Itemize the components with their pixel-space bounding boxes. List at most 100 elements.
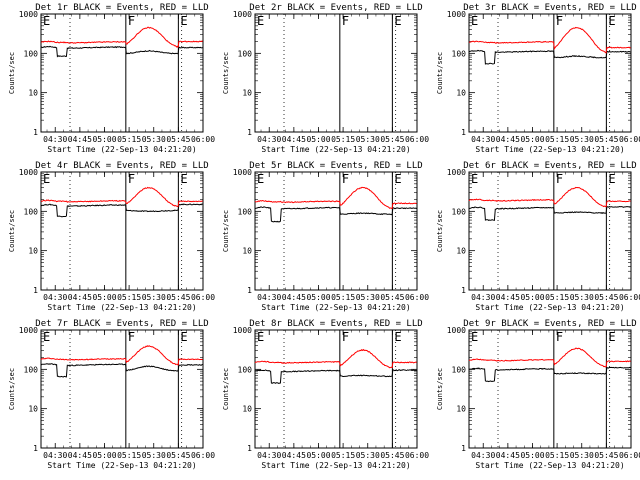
y-tick-label: 1 bbox=[247, 286, 252, 295]
section-label: E bbox=[180, 330, 187, 344]
y-tick-label: 100 bbox=[452, 365, 467, 374]
x-axis-label: Start Time (22-Sep-13 04:21:20) bbox=[475, 303, 624, 312]
section-label: E bbox=[257, 172, 264, 186]
y-tick-label: 1 bbox=[461, 444, 466, 453]
events-series-line bbox=[40, 363, 203, 378]
section-label: E bbox=[394, 172, 401, 186]
x-tick-label: 04:45 bbox=[282, 451, 306, 460]
plot-frame bbox=[40, 329, 204, 449]
plot-frame bbox=[40, 13, 204, 133]
events-series-line bbox=[40, 45, 203, 58]
x-tick-label: 04:30 bbox=[43, 293, 67, 302]
panel-det-9: Det 9r BLACK = Events, RED = LLD 1 10 100 10… bbox=[436, 319, 640, 470]
x-tick-label: 04:45 bbox=[282, 293, 306, 302]
lld-series-line bbox=[254, 348, 417, 369]
y-tick-label: 10 bbox=[456, 405, 466, 414]
section-label: E bbox=[43, 330, 50, 344]
panel-title: Det 4r BLACK = Events, RED = LLD bbox=[35, 161, 208, 171]
y-tick-label: 1 bbox=[33, 128, 38, 137]
section-label: E bbox=[608, 172, 615, 186]
y-axis-label: Counts/sec bbox=[222, 210, 230, 252]
x-tick-label: 05:00 bbox=[520, 451, 544, 460]
x-tick-label: 05:45 bbox=[594, 451, 618, 460]
x-axis-label: Start Time (22-Sep-13 04:21:20) bbox=[261, 145, 410, 154]
x-tick-label: 04:45 bbox=[282, 135, 306, 144]
x-tick-label: 05:15 bbox=[331, 135, 355, 144]
panel-det-6: Det 6r BLACK = Events, RED = LLD 1 10 100 10… bbox=[436, 161, 640, 312]
panel-det-1: Det 1r BLACK = Events, RED = LLD 1 10 100 10… bbox=[8, 3, 215, 154]
x-tick-label: 05:30 bbox=[570, 293, 594, 302]
y-tick-label: 1 bbox=[33, 286, 38, 295]
y-tick-label: 10 bbox=[456, 247, 466, 256]
x-tick-label: 04:30 bbox=[471, 293, 495, 302]
x-tick-label: 05:00 bbox=[92, 451, 116, 460]
y-tick-label: 1 bbox=[33, 444, 38, 453]
y-tick-label: 1000 bbox=[19, 10, 38, 19]
x-tick-label: 05:30 bbox=[142, 451, 166, 460]
y-tick-label: 10 bbox=[242, 405, 252, 414]
x-tick-label: 05:30 bbox=[570, 135, 594, 144]
section-label: E bbox=[608, 330, 615, 344]
y-tick-label: 1000 bbox=[447, 326, 466, 335]
panel-det-3: Det 3r BLACK = Events, RED = LLD 1 10 100 10… bbox=[436, 3, 640, 154]
section-label: F bbox=[128, 172, 135, 186]
x-axis-label: Start Time (22-Sep-13 04:21:20) bbox=[475, 145, 624, 154]
events-series-line bbox=[254, 369, 417, 384]
events-series-line bbox=[254, 206, 417, 223]
x-tick-label: 05:30 bbox=[356, 293, 380, 302]
y-tick-label: 1 bbox=[461, 128, 466, 137]
section-label: F bbox=[128, 330, 135, 344]
y-tick-label: 1000 bbox=[233, 326, 252, 335]
x-tick-label: 06:00 bbox=[405, 135, 429, 144]
y-tick-label: 100 bbox=[24, 365, 39, 374]
y-axis-label: Counts/sec bbox=[8, 52, 16, 94]
section-label: E bbox=[471, 172, 478, 186]
x-tick-label: 05:45 bbox=[594, 293, 618, 302]
x-axis-label: Start Time (22-Sep-13 04:21:20) bbox=[47, 145, 196, 154]
y-tick-label: 1 bbox=[461, 286, 466, 295]
y-tick-label: 1000 bbox=[233, 10, 252, 19]
plot-frame bbox=[468, 171, 632, 291]
panel-det-5: Det 5r BLACK = Events, RED = LLD 1 10 100 10… bbox=[222, 161, 429, 312]
x-axis-label: Start Time (22-Sep-13 04:21:20) bbox=[475, 461, 624, 470]
section-label: E bbox=[257, 330, 264, 344]
x-tick-label: 05:00 bbox=[306, 451, 330, 460]
x-tick-label: 04:45 bbox=[496, 293, 520, 302]
x-tick-label: 05:15 bbox=[545, 293, 569, 302]
plot-frame bbox=[254, 171, 418, 291]
section-label: F bbox=[128, 14, 135, 28]
y-tick-label: 10 bbox=[28, 247, 38, 256]
section-label: E bbox=[257, 14, 264, 28]
x-tick-label: 05:30 bbox=[142, 293, 166, 302]
panel-title: Det 1r BLACK = Events, RED = LLD bbox=[35, 3, 208, 13]
section-label: E bbox=[180, 172, 187, 186]
x-tick-label: 05:45 bbox=[380, 451, 404, 460]
panel-det-4: Det 4r BLACK = Events, RED = LLD 1 10 100 10… bbox=[8, 161, 215, 312]
x-tick-label: 05:45 bbox=[380, 135, 404, 144]
x-tick-label: 05:15 bbox=[331, 451, 355, 460]
lld-series-line bbox=[254, 186, 417, 210]
x-tick-label: 04:45 bbox=[68, 293, 92, 302]
x-tick-label: 04:30 bbox=[43, 451, 67, 460]
x-tick-label: 05:15 bbox=[545, 451, 569, 460]
x-tick-label: 04:30 bbox=[257, 293, 281, 302]
x-tick-label: 06:00 bbox=[619, 451, 640, 460]
x-tick-label: 06:00 bbox=[191, 135, 215, 144]
panel-title: Det 8r BLACK = Events, RED = LLD bbox=[249, 319, 422, 329]
section-label: F bbox=[556, 330, 563, 344]
x-tick-label: 05:15 bbox=[117, 451, 141, 460]
section-label: F bbox=[556, 172, 563, 186]
events-series-line bbox=[468, 49, 631, 65]
y-axis-label: Counts/sec bbox=[8, 368, 16, 410]
events-series-line bbox=[468, 366, 631, 383]
x-tick-label: 06:00 bbox=[619, 293, 640, 302]
y-axis-label: Counts/sec bbox=[436, 368, 444, 410]
x-tick-label: 05:45 bbox=[166, 135, 190, 144]
section-label: E bbox=[43, 172, 50, 186]
section-label: E bbox=[394, 14, 401, 28]
x-tick-label: 05:00 bbox=[92, 293, 116, 302]
y-tick-label: 10 bbox=[28, 405, 38, 414]
y-tick-label: 1000 bbox=[447, 168, 466, 177]
y-tick-label: 1000 bbox=[233, 168, 252, 177]
panel-title: Det 5r BLACK = Events, RED = LLD bbox=[249, 161, 422, 171]
